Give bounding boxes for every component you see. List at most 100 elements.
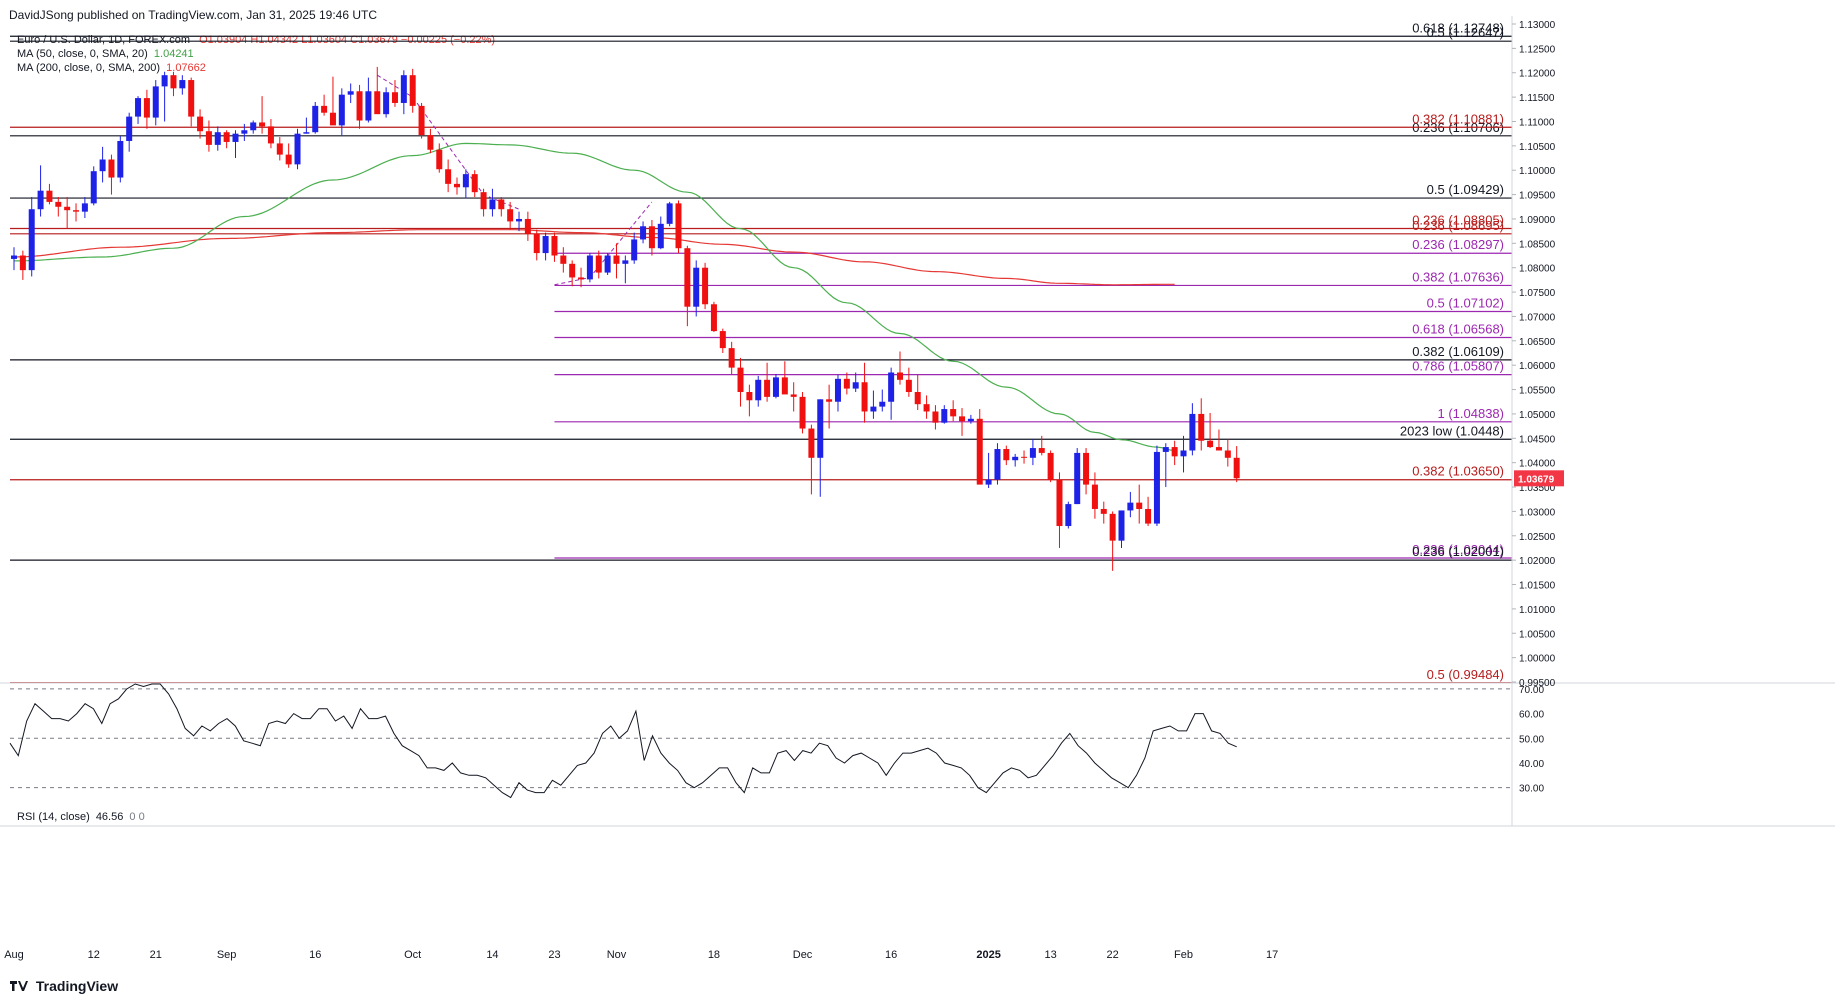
fib-level-label: 0.382 (1.10881) [1412,111,1504,126]
candle-body [657,223,664,249]
time-tick-label: 23 [548,949,560,961]
candle-body [967,418,974,422]
candle-body [808,428,815,458]
price-tick-label: 1.10500 [1519,142,1556,153]
price-tick-label: 1.09000 [1519,215,1556,226]
candle-body [905,379,912,392]
candle-body [861,382,868,412]
fib-level-label: 2023 low (1.0448) [1400,423,1504,438]
time-tick-label: Sep [217,949,237,961]
ma50-legend: MA (50, close, 0, SMA, 20) 1.04241 [17,48,194,60]
time-tick-label: 2025 [976,949,1000,961]
candle-body [1003,449,1010,461]
candle-body [462,174,469,188]
candle-body [471,174,478,193]
candle-body [312,105,319,133]
price-tick-label: 1.08500 [1519,239,1556,250]
candle-body [117,140,124,178]
rsi-panel: 70.00 60.00 50.00 40.00 30.00 [9,683,1544,799]
ma200-line [13,229,1175,286]
candle-body [179,80,186,89]
candle-body [46,190,53,202]
fib-level-label: 0.382 (1.03650) [1412,464,1504,479]
candle-body [959,416,966,422]
candle-body [524,218,531,234]
candle-body [498,199,505,210]
candle-body [1100,508,1107,514]
time-tick-label: 17 [1266,949,1278,961]
fib-level-label: 0.786 (1.05807) [1412,359,1504,374]
ma50-label: MA (50, close, 0, SMA, 20) [17,48,148,60]
candle-body [826,399,833,402]
candle-body [631,239,638,261]
candle-body [764,379,771,397]
candle-body [241,130,248,134]
rsi-tick-label: 60.00 [1519,710,1544,721]
time-tick-label: 16 [885,949,897,961]
price-tick-label: 1.12000 [1519,69,1556,80]
candle-body [1153,451,1160,524]
candle-body [347,91,354,95]
candle-body [108,159,115,178]
candle-body [11,255,17,259]
price-tick-label: 1.01500 [1519,581,1556,592]
candle-body [489,199,496,210]
candle-body [1074,452,1081,505]
candle-body [817,399,824,458]
candle-body [843,378,850,389]
candle-body [675,203,682,249]
rsi-label: RSI (14, close) [17,811,90,823]
candle-body [702,267,709,305]
candle-body [205,131,212,145]
candle-body [932,411,939,423]
candle-body [197,116,204,132]
candle-body [710,304,717,332]
candle-body [436,149,443,170]
candle-body [1118,510,1125,541]
candle-body [1224,450,1231,458]
price-tick-label: 1.11000 [1519,117,1555,128]
price-tick-label: 1.02500 [1519,532,1556,543]
candle-body [418,105,425,136]
last-price-tag [1514,470,1564,487]
candle-body [950,409,957,417]
candle-body [888,372,895,402]
candle-body [170,75,177,89]
ma200-label: MA (200, close, 0, SMA, 200) [17,62,161,74]
candle-body [1083,452,1090,485]
candle-body [1207,440,1214,448]
candle-body [914,391,921,405]
candle-body [223,132,230,142]
candle-body [746,391,753,401]
time-tick-label: Feb [1174,949,1193,961]
fib-level-label: 0.382 (1.07636) [1412,269,1504,284]
candle-body [374,91,381,115]
candle-body [294,133,301,165]
candle-body [586,255,593,280]
time-tick-label: 18 [708,949,720,961]
candle-body [126,116,133,141]
candle-body [648,226,655,249]
horizontal-levels: 0.5 (1.12647)0.618 (1.12748)0.236 (1.107… [10,20,1512,684]
candle-body [427,135,434,150]
candle-body [684,248,691,307]
rsi-tick-label: 70.00 [1519,685,1544,696]
candle-body [923,404,930,412]
candle-body [595,255,602,273]
candle-body [1215,447,1222,451]
fib-level-label: 1 (1.04838) [1438,406,1505,421]
candle-body [781,377,788,395]
candle-body [666,203,673,224]
candle-body [143,98,150,118]
fib-level-label: 0.5 (1.09429) [1427,182,1504,197]
rsi-legend: RSI (14, close) 46.56 0 0 [17,811,145,823]
candle-body [1038,448,1045,453]
symbol-title: Euro / U.S. Dollar, 1D, FOREX.com [17,34,190,46]
candle-body [569,263,576,278]
tradingview-logo[interactable]: TradingView [10,978,118,994]
ma200-value: 1.07662 [166,62,206,74]
candle-body [73,210,80,212]
time-tick-label: Oct [404,949,421,961]
rsi-tick-label: 40.00 [1519,759,1544,770]
